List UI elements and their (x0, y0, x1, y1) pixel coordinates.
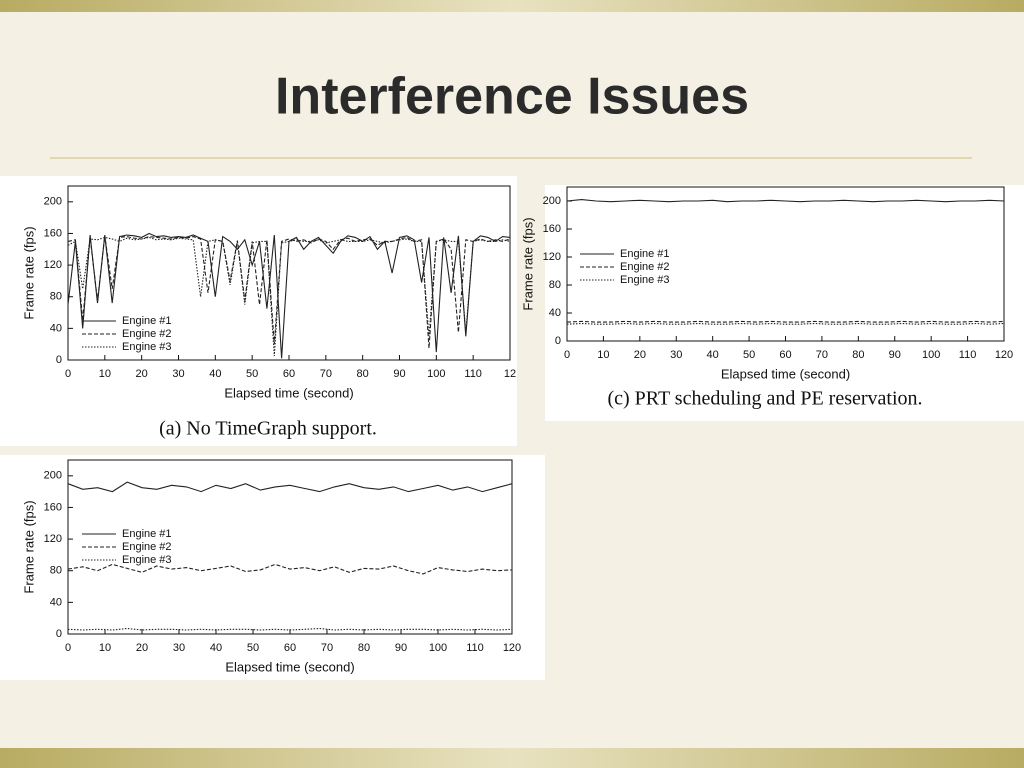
x-tick-label: 90 (889, 349, 901, 361)
chart-caption: (a) No TimeGraph support. (159, 418, 377, 440)
y-tick-label: 0 (555, 335, 561, 347)
panel-a (0, 176, 517, 446)
y-tick-label: 120 (44, 533, 62, 545)
legend-label: Engine #2 (122, 541, 172, 553)
y-axis-label: Frame rate (fps) (21, 500, 36, 593)
x-tick-label: 50 (246, 368, 258, 380)
x-tick-label: 120 (995, 349, 1013, 361)
legend-label: Engine #2 (122, 328, 172, 340)
y-tick-label: 160 (44, 501, 62, 513)
x-tick-label: 40 (210, 642, 222, 654)
panel-b (0, 455, 545, 680)
legend-label: Engine #1 (122, 528, 172, 540)
x-tick-label: 70 (320, 368, 332, 380)
slide-title: Interference Issues (275, 68, 749, 126)
x-tick-label: 110 (466, 642, 484, 654)
x-tick-label: 70 (321, 642, 333, 654)
series-line (67, 481, 513, 493)
series-line (566, 320, 1005, 323)
x-tick-label: 30 (173, 642, 185, 654)
series-line (566, 199, 1005, 203)
x-tick-label: 10 (597, 349, 609, 361)
x-tick-label: 10 (99, 642, 111, 654)
x-axis-label: Elapsed time (second) (721, 366, 850, 381)
y-tick-label: 0 (56, 628, 62, 640)
y-tick-label: 40 (50, 322, 62, 334)
x-tick-label: 60 (283, 368, 295, 380)
y-axis-label: Frame rate (fps) (520, 217, 535, 310)
x-tick-label: 20 (136, 642, 148, 654)
x-tick-label: 70 (816, 349, 828, 361)
y-tick-label: 120 (543, 251, 561, 263)
x-tick-label: 0 (564, 349, 570, 361)
series-line (67, 627, 513, 631)
y-tick-label: 200 (543, 195, 561, 207)
x-tick-label: 90 (393, 368, 405, 380)
y-tick-label: 80 (50, 565, 62, 577)
x-tick-label: 100 (922, 349, 940, 361)
y-tick-label: 80 (50, 291, 62, 303)
x-tick-label: 80 (852, 349, 864, 361)
series-line (67, 236, 511, 357)
x-tick-label: 50 (247, 642, 259, 654)
x-tick-label: 100 (427, 368, 445, 380)
y-tick-label: 200 (44, 470, 62, 482)
x-axis-label: Elapsed time (second) (224, 385, 353, 400)
y-tick-label: 40 (549, 307, 561, 319)
y-tick-label: 160 (44, 227, 62, 239)
x-tick-label: 50 (743, 349, 755, 361)
x-tick-label: 110 (464, 368, 482, 380)
x-tick-label: 30 (172, 368, 184, 380)
y-tick-label: 0 (56, 354, 62, 366)
legend-label: Engine #2 (620, 261, 670, 273)
x-tick-label: 100 (429, 642, 447, 654)
panel-c (545, 185, 1024, 421)
x-tick-label: 80 (358, 642, 370, 654)
legend-label: Engine #1 (122, 315, 172, 327)
x-axis-label: Elapsed time (second) (225, 659, 354, 674)
x-tick-label: 40 (209, 368, 221, 380)
x-tick-label: 30 (670, 349, 682, 361)
legend-label: Engine #3 (122, 341, 172, 353)
bottom-band (0, 748, 1024, 768)
x-tick-label: 110 (959, 349, 977, 361)
x-tick-label: 10 (99, 368, 111, 380)
x-tick-label: 60 (284, 642, 296, 654)
x-tick-label: 0 (65, 642, 71, 654)
y-axis-label: Frame rate (fps) (21, 226, 36, 319)
legend-label: Engine #1 (620, 248, 670, 260)
chart-caption: (c) PRT scheduling and PE reservation. (607, 388, 922, 410)
y-tick-label: 40 (50, 596, 62, 608)
series-line (566, 322, 1005, 325)
x-tick-label: 40 (707, 349, 719, 361)
y-tick-label: 120 (44, 259, 62, 271)
y-tick-label: 160 (543, 223, 561, 235)
y-tick-label: 80 (549, 279, 561, 291)
x-tick-label: 12 (504, 368, 516, 380)
top-band (0, 0, 1024, 12)
legend-label: Engine #3 (620, 274, 670, 286)
x-tick-label: 20 (136, 368, 148, 380)
series-line (67, 563, 513, 575)
x-tick-label: 120 (503, 642, 521, 654)
x-tick-label: 60 (779, 349, 791, 361)
x-tick-label: 0 (65, 368, 71, 380)
legend-label: Engine #3 (122, 554, 172, 566)
x-tick-label: 20 (634, 349, 646, 361)
y-tick-label: 200 (44, 196, 62, 208)
x-tick-label: 90 (395, 642, 407, 654)
x-tick-label: 80 (357, 368, 369, 380)
